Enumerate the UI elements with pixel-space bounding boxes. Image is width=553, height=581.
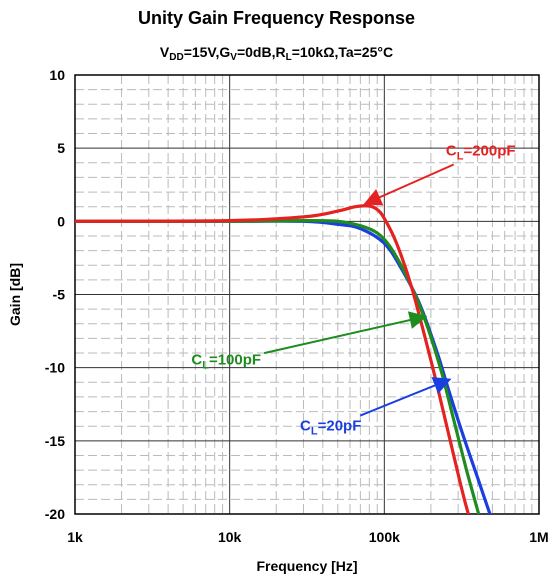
y-axis-label: Gain [dB] xyxy=(7,263,23,326)
annotation-label-rest: =100pF xyxy=(209,352,261,369)
plot-frame xyxy=(74,74,540,515)
y-tick-label: -10 xyxy=(45,360,65,376)
x-tick-label: 100k xyxy=(369,529,400,545)
annotation-label-sub: L xyxy=(202,360,209,372)
y-tick-label: 0 xyxy=(57,213,65,229)
annotation-label-sub: L xyxy=(311,426,318,438)
chart-title: Unity Gain Frequency Response xyxy=(137,8,416,28)
annotation-label-main: C xyxy=(446,142,457,159)
annotation-label-rest: =200pF xyxy=(463,142,515,159)
x-tick-label: 1k xyxy=(67,529,83,545)
annotation-arrow xyxy=(359,377,452,417)
subtitle-part: V xyxy=(230,52,237,63)
chart-subtitle: VDD=15V,GV=0dB,RL=10kΩ,Ta=25°C xyxy=(0,44,553,63)
annotation-label: CL=20pF xyxy=(300,418,361,438)
series-line xyxy=(75,204,471,514)
y-tick-label: 10 xyxy=(49,67,65,83)
subtitle-part: V xyxy=(159,44,170,60)
y-tick-label: -15 xyxy=(45,433,65,449)
x-tick-label: 1M xyxy=(529,529,548,545)
annotation-label: CL=200pF xyxy=(446,142,516,162)
annotation-arrow xyxy=(263,311,428,355)
subtitle-part: =0dB,R xyxy=(236,44,286,60)
subtitle-part: L xyxy=(285,52,292,63)
tick-labels: 1k 10k 100k 1M 10 5 0 -5 -10 -15 -20 xyxy=(45,67,549,545)
series-line xyxy=(75,219,492,514)
y-tick-label: 5 xyxy=(57,140,65,156)
annotation-label: CL=100pF xyxy=(191,352,261,372)
subtitle-part: =15V,G xyxy=(183,44,231,60)
annotation-arrow xyxy=(363,163,455,206)
annotation-label-main: C xyxy=(191,352,202,369)
y-tick-label: -20 xyxy=(45,506,65,522)
annotation-label-main: C xyxy=(300,418,311,435)
x-axis-label: Frequency [Hz] xyxy=(256,558,357,574)
y-tick-label: -5 xyxy=(53,287,66,303)
annotation-label-rest: =20pF xyxy=(318,418,362,435)
subtitle-part: DD xyxy=(169,52,184,63)
grid xyxy=(74,74,540,515)
annotation-label-sub: L xyxy=(457,150,464,162)
series-lines xyxy=(75,204,492,514)
subtitle-part: =10kΩ,Ta=25°C xyxy=(291,44,394,60)
x-tick-label: 10k xyxy=(218,529,242,545)
series-line xyxy=(75,218,481,514)
